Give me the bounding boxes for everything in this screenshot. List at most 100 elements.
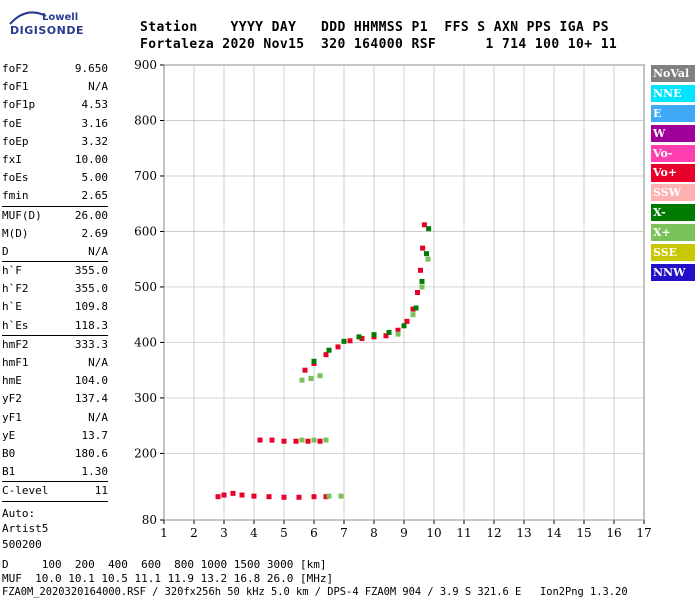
param-value: N/A: [88, 80, 108, 94]
param-name: foF1: [2, 80, 29, 94]
footer-muf-row: MUF 10.0 10.1 10.5 11.1 11.9 13.2 16.8 2…: [2, 572, 334, 585]
param-name: foF1p: [2, 98, 36, 112]
data-point-x-: [326, 493, 332, 499]
param-name: h`F: [2, 264, 22, 278]
param-row: D N/A: [2, 243, 108, 261]
param-value: 26.00: [74, 208, 108, 222]
data-point-x-: [317, 373, 323, 379]
divider: [2, 334, 108, 336]
param-name: D: [2, 244, 9, 258]
legend-item-vo-: Vo-: [651, 144, 695, 162]
param-row: hmE 104.0: [2, 372, 108, 390]
param-row: yF2 137.4: [2, 390, 108, 408]
data-point-x-: [419, 284, 425, 290]
y-tick-label: 300: [134, 391, 157, 405]
data-point-vo-: [311, 494, 317, 500]
x-tick-label: 8: [370, 526, 378, 540]
data-point-x-: [426, 226, 432, 232]
x-tick-label: 13: [516, 526, 531, 540]
logo-line1: Lowell: [42, 12, 79, 23]
data-point-vo-: [335, 344, 341, 350]
param-name: B0: [2, 446, 16, 460]
param-value: 9.650: [74, 62, 108, 75]
data-point-x-: [410, 312, 416, 318]
param-group-true-heights: hmF2 333.3 hmF1 N/A hmE 104.0 yF2 137.4 yF1 N/A yE…: [2, 336, 108, 482]
param-name: hmE: [2, 374, 22, 388]
data-point-x-: [413, 305, 419, 311]
param-name: hmF1: [2, 356, 29, 369]
logo-arc-icon: [9, 11, 47, 25]
autoscaling-info: Auto: Artist5 500200: [2, 506, 108, 553]
data-point-x-: [341, 338, 347, 344]
legend-item-w: W: [651, 124, 695, 142]
data-point-vo-: [305, 438, 311, 444]
data-point-vo-: [230, 490, 236, 496]
y-tick-label: 700: [134, 169, 157, 183]
data-point-vo-: [404, 318, 410, 324]
data-point-vo-: [383, 333, 389, 339]
param-row: h`Es 118.3: [2, 317, 108, 335]
x-tick-label: 15: [576, 526, 591, 540]
data-point-vo-: [323, 352, 329, 358]
data-point-x-: [299, 437, 305, 443]
y-tick-label: 900: [134, 58, 157, 72]
param-row: foE 3.16: [2, 115, 108, 133]
param-name: foF2: [2, 62, 29, 75]
digisonde-logo: Lowell DIGISONDE: [4, 10, 83, 46]
parameter-panel: foF2 9.650 foF1 N/A foF1p 4.53 foE 3.16 foEp 3.32…: [2, 60, 108, 552]
data-point-vo-: [323, 494, 329, 500]
param-name: B1: [2, 465, 16, 479]
divider: [2, 500, 108, 502]
param-name: MUF(D): [2, 208, 42, 222]
param-group-muf: MUF(D) 26.00 M(D) 2.69 D N/A: [2, 207, 108, 262]
y-tick-label: 80: [142, 513, 157, 527]
divider: [2, 261, 108, 263]
data-point-vo-: [257, 437, 263, 443]
legend-item-e: E: [651, 104, 695, 122]
data-point-x-: [323, 437, 329, 443]
param-name: foEp: [2, 134, 29, 148]
footer-file-info: FZA0M_2020320164000.RSF / 320fx256h 50 k…: [2, 586, 628, 598]
param-row: yE 13.7: [2, 427, 108, 445]
data-point-vo-: [395, 327, 401, 333]
auto-version: 500200: [2, 537, 42, 551]
param-value: 118.3: [74, 318, 108, 332]
param-row: h`F 355.0: [2, 262, 108, 280]
header-labels: Station YYYY DAY DDD HHMMSS P1 FFS S AXN…: [140, 20, 609, 35]
data-point-vo-: [239, 492, 245, 498]
param-name: foEs: [2, 171, 29, 185]
param-value: N/A: [88, 410, 108, 424]
polarization-legend: NoVal NNE E W Vo- Vo+ SSW X- X+ SSE NNW: [651, 65, 695, 284]
x-tick-label: 4: [250, 526, 258, 540]
param-value: 13.7: [81, 428, 109, 442]
x-tick-label: 9: [400, 526, 408, 540]
y-tick-label: 200: [134, 446, 157, 460]
legend-item-x-: X-: [651, 204, 695, 222]
data-point-vo-: [418, 267, 423, 273]
x-tick-label: 16: [606, 526, 621, 540]
param-row: foEp 3.32: [2, 133, 108, 151]
param-value: N/A: [88, 244, 108, 258]
param-value: 355.0: [74, 282, 108, 296]
x-tick-label: 17: [636, 526, 651, 540]
x-tick-label: 3: [220, 526, 228, 540]
param-name: h`E: [2, 300, 22, 314]
data-point-x-: [311, 437, 317, 443]
data-point-x-: [424, 251, 429, 257]
param-value: 2.69: [81, 226, 109, 240]
legend-item-nne: NNE: [651, 84, 695, 103]
param-name: h`Es: [2, 318, 29, 332]
x-tick-label: 11: [456, 526, 471, 540]
param-name: h`F2: [2, 282, 29, 296]
param-value: 180.6: [74, 446, 108, 460]
param-name: M(D): [2, 226, 29, 240]
param-row: foF1p 4.53: [2, 96, 108, 114]
param-value: N/A: [88, 356, 108, 369]
param-value: 3.32: [81, 134, 109, 148]
x-tick-label: 6: [310, 526, 318, 540]
data-point-vo-: [410, 306, 416, 312]
data-point-vo-: [347, 338, 353, 344]
x-tick-label: 1: [160, 526, 168, 540]
data-point-vo-: [266, 494, 272, 500]
param-row: foF2 9.650: [2, 60, 108, 78]
